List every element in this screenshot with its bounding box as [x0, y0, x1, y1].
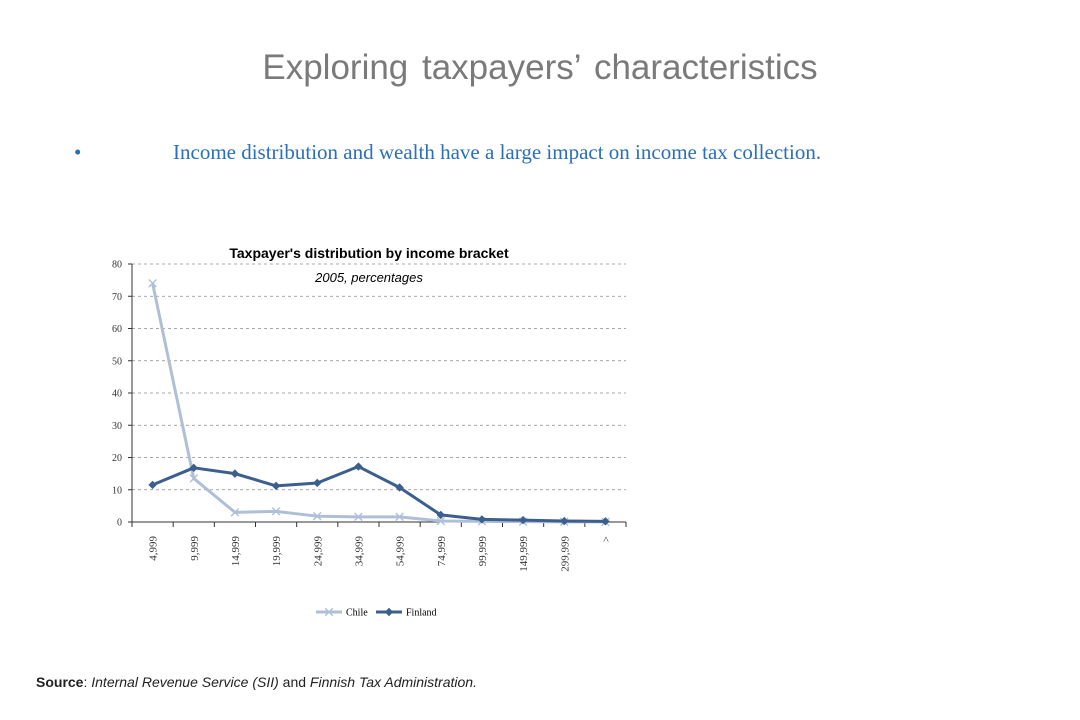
x-tick-label: 74,999: [436, 536, 448, 567]
y-tick-label: 30: [112, 421, 122, 432]
data-point: [436, 510, 445, 520]
data-point: [395, 483, 404, 492]
data-point: [148, 279, 157, 288]
legend-marker: [324, 607, 334, 617]
legend-label: Chile: [346, 608, 368, 619]
x-tick-label: 19,999: [271, 536, 283, 567]
series-line: [151, 283, 606, 524]
source-separator: :: [83, 674, 92, 690]
bullet-text: Income distribution and wealth have a la…: [173, 140, 822, 164]
data-point: [271, 507, 281, 516]
data-point: [312, 511, 322, 521]
source-and: and: [278, 674, 310, 690]
source-label: Source: [36, 674, 84, 690]
y-tick-label: 80: [112, 260, 122, 271]
x-tick-label: 14,999: [230, 536, 242, 567]
series-chile: [148, 279, 610, 527]
x-tick-label: 149,999: [518, 536, 530, 572]
y-tick-label: 60: [112, 324, 122, 335]
x-tick-label: 9,999: [189, 536, 201, 561]
y-tick-label: 20: [112, 453, 122, 464]
legend-item: Finland: [376, 608, 437, 619]
data-point: [271, 481, 281, 491]
source-part-1: Internal Revenue Service (SII): [91, 674, 279, 690]
data-point: [354, 512, 363, 522]
legend-label: Finland: [406, 608, 437, 619]
data-point: [148, 480, 157, 490]
data-point: [189, 474, 199, 483]
data-point: [560, 516, 569, 526]
data-point: [313, 478, 322, 488]
data-point: [436, 516, 446, 526]
x-tick-label: 34,999: [353, 536, 365, 567]
series-line: [152, 465, 606, 523]
x-tick-label: >: [600, 536, 612, 542]
source-note: Source: Internal Revenue Service (SII) a…: [36, 674, 477, 690]
chart-subtitle: 2005, percentages: [314, 270, 423, 285]
source-part-2: Finnish Tax Administration.: [309, 674, 477, 690]
legend-item: Chile: [316, 608, 368, 619]
x-tick-label: 24,999: [312, 536, 324, 567]
chart-title: Taxpayer's distribution by income bracke…: [229, 245, 509, 261]
y-tick-label: 50: [112, 356, 122, 367]
line-chart: 0 10 20 30 40 50 60 70 80 4,999 9,999 14,999 19,999 2…: [112, 245, 627, 619]
data-point: [230, 469, 240, 478]
x-tick-label: 4,999: [148, 536, 160, 561]
bullet-dot-icon: •: [74, 140, 82, 164]
y-tick-label: 40: [112, 389, 122, 400]
data-point: [601, 517, 610, 526]
y-tick-label: 0: [117, 518, 122, 529]
x-tick-label: 54,999: [395, 536, 407, 567]
y-tick-label: 10: [112, 485, 122, 496]
x-tick-label: 99,999: [477, 536, 489, 567]
x-tick-label: 299,999: [559, 536, 571, 572]
slide-title: Exploring taxpayers’ characteristics: [262, 48, 818, 87]
data-point: [230, 508, 240, 517]
legend-marker: [384, 607, 394, 617]
data-point: [395, 512, 404, 522]
y-tick-label: 70: [112, 292, 122, 303]
